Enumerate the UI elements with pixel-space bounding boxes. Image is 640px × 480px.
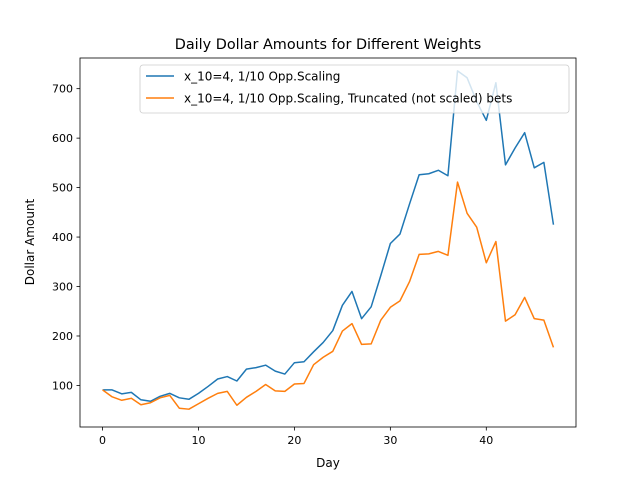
series-line-1: [102, 70, 555, 403]
y-axis-label: Dollar Amount: [23, 198, 37, 285]
x-axis-label: Day: [316, 456, 340, 470]
series-line-2: [102, 181, 555, 410]
x-tick-label: 20: [287, 434, 301, 447]
y-tick-label: 500: [52, 182, 73, 195]
y-tick-label: 700: [52, 83, 73, 96]
y-tick-label: 400: [52, 231, 73, 244]
y-tick-label: 100: [52, 379, 73, 392]
legend-label: x_10=4, 1/10 Opp.Scaling, Truncated (not…: [184, 92, 512, 106]
legend-label: x_10=4, 1/10 Opp.Scaling: [184, 70, 340, 84]
legend-box: [139, 64, 570, 114]
x-tick-label: 0: [99, 434, 106, 447]
x-tick-label: 30: [383, 434, 397, 447]
y-tick-label: 600: [52, 132, 73, 145]
legend: x_10=4, 1/10 Opp.Scaling x_10=4, 1/10 Opp…: [139, 64, 570, 114]
chart-title: Daily Dollar Amounts for Different Weigh…: [175, 37, 481, 53]
x-tick-label: 40: [479, 434, 493, 447]
axes-frame: [79, 57, 577, 428]
plot-area: 0 10 20 30 40 100 200 300 400 500 600 700: [52, 57, 577, 447]
x-tick-label: 10: [191, 434, 205, 447]
y-tick-label: 200: [52, 330, 73, 343]
y-tick-label: 300: [52, 281, 73, 294]
